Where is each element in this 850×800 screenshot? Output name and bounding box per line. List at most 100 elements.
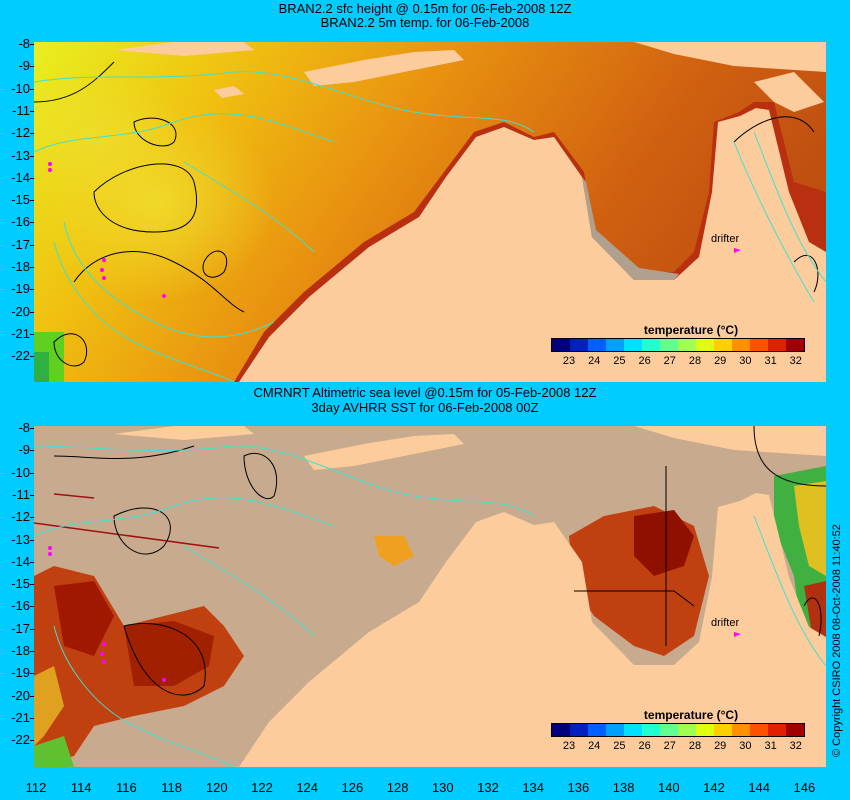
bottom-y-tick-mark <box>30 539 34 541</box>
top-australia-land <box>239 108 826 382</box>
bottom-australia-land <box>239 493 826 767</box>
colorbar-swatch <box>678 339 696 351</box>
bottom-title-line2: 3day AVHRR SST for 06-Feb-2008 00Z <box>311 400 539 415</box>
top-y-tick-label: -17 <box>11 236 30 252</box>
colorbar-tick-label: 26 <box>638 740 651 752</box>
bottom-y-tick-mark <box>30 472 34 474</box>
x-tick-label: 136 <box>567 780 590 795</box>
bottom-y-tick-label: -9 <box>18 442 30 458</box>
colorbar-swatch <box>552 339 570 351</box>
colorbar-tick-label: 28 <box>688 355 702 367</box>
x-tick-label: 122 <box>251 780 273 795</box>
colorbar-tick-label: 31 <box>764 740 777 752</box>
top-y-tick-mark <box>30 66 34 68</box>
x-tick-label: 116 <box>116 780 137 795</box>
x-tick-label: 120 <box>205 780 228 795</box>
top-legend-labels: 23 24 25 26 27 28 29 30 31 32 <box>551 355 803 369</box>
top-title-line2: BRAN2.2 5m temp. for 06-Feb-2008 <box>320 15 530 30</box>
bottom-sst-patches <box>34 466 826 767</box>
top-y-tick-mark <box>30 333 34 335</box>
top-y-tick-mark <box>30 222 34 224</box>
colorbar-tick-label: 32 <box>789 355 802 367</box>
x-tick-label: 142 <box>703 780 725 795</box>
bottom-timor-island <box>304 434 464 470</box>
top-y-tick-label: -12 <box>11 125 30 141</box>
colorbar-swatch <box>678 724 696 736</box>
bottom-y-tick-mark <box>30 494 34 496</box>
bottom-y-tick-label: -22 <box>11 732 30 748</box>
colorbar-swatch <box>696 339 714 351</box>
top-y-tick-label: -19 <box>11 281 30 297</box>
top-y-tick-label: -15 <box>11 192 30 208</box>
top-y-tick-label: -16 <box>11 214 30 230</box>
bottom-y-tick-label: -14 <box>11 553 30 569</box>
bottom-y-tick-label: -10 <box>11 464 30 480</box>
top-y-tick-mark <box>30 110 34 112</box>
colorbar-swatch <box>606 724 624 736</box>
top-y-tick-label: -20 <box>11 303 30 319</box>
colorbar-swatch <box>624 339 642 351</box>
colorbar-tick-label: 25 <box>613 740 626 752</box>
top-map-panel <box>34 42 826 382</box>
bottom-y-tick-label: -18 <box>11 643 30 658</box>
colorbar-swatch <box>786 339 804 351</box>
colorbar-swatch <box>624 724 642 736</box>
top-y-tick-mark <box>30 200 34 202</box>
bottom-y-tick-mark <box>30 561 34 563</box>
colorbar-tick-label: 26 <box>638 355 651 367</box>
colorbar-swatch <box>696 724 714 736</box>
bottom-drifter-label: drifter <box>711 617 740 629</box>
colorbar-swatch <box>732 724 750 736</box>
colorbar-swatch <box>786 724 804 736</box>
bottom-y-tick-label: -20 <box>11 687 30 703</box>
bottom-y-tick-mark <box>30 717 34 719</box>
x-tick-label: 114 <box>70 780 92 795</box>
colorbar-swatch <box>642 339 660 351</box>
top-y-tick-label: -22 <box>11 348 30 364</box>
top-legend-title: temperature (°C) <box>643 323 739 337</box>
top-y-tick-mark <box>30 44 34 45</box>
top-drifter-label: drifter <box>711 233 740 245</box>
x-tick-label: 134 <box>522 780 545 795</box>
top-y-tick-mark <box>30 289 34 291</box>
top-y-tick-label: -18 <box>11 259 30 274</box>
colorbar-swatch <box>660 339 678 351</box>
colorbar-tick-label: 30 <box>739 355 752 367</box>
top-y-tick-label: -13 <box>11 147 30 163</box>
x-tick-label: 138 <box>612 780 635 795</box>
colorbar-tick-label: 27 <box>663 740 676 752</box>
x-tick-label: 130 <box>431 780 454 795</box>
colorbar-tick-label: 24 <box>588 740 601 752</box>
colorbar-swatch <box>588 724 606 736</box>
colorbar-tick-label: 31 <box>764 355 777 367</box>
colorbar-swatch <box>606 339 624 351</box>
bottom-legend-title: temperature (°C) <box>643 708 739 722</box>
colorbar-tick-label: 28 <box>688 740 702 752</box>
colorbar-swatch <box>660 724 678 736</box>
bottom-y-tick-mark <box>30 695 34 697</box>
colorbar-swatch <box>570 724 588 736</box>
top-y-tick-label: -21 <box>11 325 30 341</box>
top-y-tick-mark <box>30 267 34 268</box>
bottom-y-tick-label: -13 <box>11 531 30 547</box>
colorbar-tick-label: 29 <box>714 740 727 752</box>
colorbar-tick-label: 23 <box>562 355 576 367</box>
colorbar-swatch <box>768 724 786 736</box>
colorbar-tick-label: 25 <box>613 355 626 367</box>
colorbar-tick-label: 23 <box>562 740 576 752</box>
top-legend-colorbar <box>551 338 805 352</box>
bottom-y-tick-mark <box>30 584 34 586</box>
bottom-drifter-markers <box>48 546 741 682</box>
bottom-y-tick-label: -19 <box>11 665 30 681</box>
bottom-y-tick-label: -16 <box>11 598 30 614</box>
x-tick-label: 124 <box>296 780 319 795</box>
x-tick-label: 112 <box>25 780 47 795</box>
bottom-y-tick-label: -11 <box>12 486 30 502</box>
top-y-tick-label: -14 <box>11 169 30 185</box>
top-y-tick-mark <box>30 356 34 358</box>
copyright-text: © Copyright CSIRO 2008 08-Oct-2008 11:40… <box>831 524 843 757</box>
colorbar-tick-label: 24 <box>588 355 601 367</box>
copyright-notice: © Copyright CSIRO 2008 08-Oct-2008 11:40… <box>827 462 847 762</box>
bottom-y-tick-mark <box>30 651 34 652</box>
colorbar-swatch <box>714 339 732 351</box>
